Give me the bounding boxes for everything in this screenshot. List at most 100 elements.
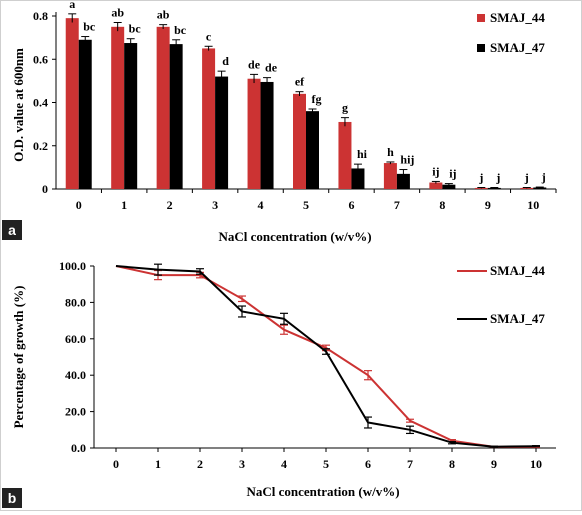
significance-label: d <box>222 54 229 68</box>
panel-b-y-tick-labels: 0.0 20.0 40.0 60.0 80.0 100.0 <box>59 259 86 455</box>
significance-label: bc <box>83 20 96 34</box>
panel-a-x-tick-label: 8 <box>439 198 445 212</box>
bar-smaj47-3 <box>215 76 229 189</box>
panel-a-y-axis-title: O.D. value at 600nm <box>11 48 26 162</box>
significance-label: hi <box>357 147 368 161</box>
panel-b-x-tick-label: 9 <box>491 457 497 471</box>
legend-swatch-smaj47 <box>477 44 485 52</box>
bar-smaj47-7 <box>396 173 410 189</box>
panel-b-y-tick-label: 80.0 <box>65 295 86 309</box>
panel-a-x-tick-label: 10 <box>527 198 539 212</box>
bar-smaj44-5 <box>293 93 306 189</box>
panel-a-y-tick-label: 0.4 <box>33 96 48 110</box>
panel-b-x-tick-label: 7 <box>407 457 413 471</box>
panel-b-y-tick-label: 40.0 <box>65 368 86 382</box>
panel-b-x-tick-label: 2 <box>197 457 203 471</box>
significance-label: g <box>342 101 348 115</box>
significance-label: ef <box>295 75 305 89</box>
significance-label: ab <box>157 8 170 22</box>
panel-a-x-tick-label: 0 <box>76 198 82 212</box>
significance-label: j <box>495 170 500 184</box>
panel-a-x-tick-label: 4 <box>258 198 264 212</box>
panel-b-axes <box>90 265 556 452</box>
bar-smaj44-1 <box>111 26 125 189</box>
bar-smaj47-6 <box>351 168 365 189</box>
panel-a-x-tick-label: 1 <box>121 198 127 212</box>
bar-smaj47-1 <box>124 43 138 189</box>
panel-a-x-tick-label: 3 <box>212 198 218 212</box>
bar-smaj47-0 <box>78 39 92 189</box>
panel-b-x-tick-label: 0 <box>113 457 119 471</box>
significance-label: de <box>248 57 261 71</box>
panel-b-letter: b <box>8 490 17 506</box>
panel-a-x-tick-label: 9 <box>485 198 491 212</box>
panel-b-y-tick-label: 100.0 <box>59 259 86 273</box>
panel-a-letter-badge <box>2 220 22 240</box>
panel-a-bars <box>65 13 547 189</box>
bar-smaj47-8 <box>442 184 456 189</box>
significance-label: fg <box>312 92 322 106</box>
significance-label: bc <box>174 23 187 37</box>
significance-label: j <box>478 170 483 184</box>
panel-a-y-tick-label: 0.6 <box>33 52 48 66</box>
panel-a-y-tick-label: 0.8 <box>33 9 48 23</box>
panel-b-x-tick-labels: 0 1 2 3 4 5 6 7 8 9 10 <box>113 457 542 471</box>
panel-b-line-chart: 0.0 20.0 40.0 60.0 80.0 100.0 0 1 2 3 4 5 6 7 8 9 10 Pe… <box>2 259 556 508</box>
significance-label: ij <box>449 167 456 181</box>
panel-b-y-axis-title: Percentage of growth (%) <box>11 286 26 429</box>
panel-b-legend: SMAJ_44 SMAJ_47 <box>457 263 545 326</box>
panel-a-x-tick-label: 6 <box>348 198 354 212</box>
bar-smaj44-4 <box>247 78 261 189</box>
panel-b-x-tick-label: 6 <box>365 457 371 471</box>
panel-a-y-tick-labels: 0 0.2 0.4 0.6 0.8 <box>33 9 48 196</box>
panel-a-x-axis-title: NaCl concentration (w/v%) <box>218 229 371 244</box>
significance-label: h <box>387 145 394 159</box>
bar-smaj44-0 <box>65 18 79 189</box>
panel-b-y-tick-label: 60.0 <box>65 332 86 346</box>
legend-label-smaj47-b: SMAJ_47 <box>490 311 545 326</box>
bar-smaj47-5 <box>306 111 319 189</box>
panel-b-x-tick-label: 1 <box>155 457 161 471</box>
panel-a-y-tick-label: 0.2 <box>33 139 48 153</box>
panel-b-y-tick-label: 20.0 <box>65 405 86 419</box>
panel-b-x-tick-label: 10 <box>530 457 542 471</box>
bar-smaj44-9 <box>474 187 488 189</box>
bar-smaj44-2 <box>156 26 170 189</box>
legend-label-smaj47: SMAJ_47 <box>490 40 545 55</box>
significance-label: ab <box>111 5 124 19</box>
panel-b-letter-badge <box>2 488 22 508</box>
significance-label: de <box>265 61 278 75</box>
panel-b-x-tick-label: 4 <box>281 457 287 471</box>
significance-label: j <box>541 170 546 184</box>
bar-smaj47-9 <box>487 187 501 189</box>
panel-a-x-tick-label: 2 <box>167 198 173 212</box>
panel-a-x-tick-label: 7 <box>394 198 400 212</box>
significance-label: a <box>69 1 75 11</box>
series-line-smaj47 <box>115 265 537 448</box>
legend-label-smaj44-b: SMAJ_44 <box>490 263 545 278</box>
bar-smaj47-10 <box>533 187 547 189</box>
panel-b-x-tick-label: 3 <box>239 457 245 471</box>
significance-label: hij <box>400 153 414 167</box>
significance-label: c <box>206 29 212 43</box>
panel-b-y-tick-label: 0.0 <box>71 441 86 455</box>
panel-a-x-tick-labels: 0 1 2 3 4 5 6 7 8 9 10 <box>76 198 540 212</box>
bar-smaj47-2 <box>169 44 183 189</box>
significance-label: ij <box>432 164 439 178</box>
panel-a-legend: SMAJ_44 SMAJ_47 <box>477 10 545 55</box>
panel-a-letter: a <box>8 222 16 238</box>
panel-b-x-tick-label: 8 <box>449 457 455 471</box>
panel-b-x-tick-label: 5 <box>323 457 329 471</box>
bar-smaj44-10 <box>520 187 534 189</box>
bar-smaj44-3 <box>202 48 216 189</box>
legend-label-smaj44: SMAJ_44 <box>490 10 545 25</box>
bar-smaj44-7 <box>383 163 397 189</box>
panel-b-lines <box>115 263 540 449</box>
series-line-smaj44 <box>115 265 536 448</box>
significance-label: bc <box>129 22 142 36</box>
legend-swatch-smaj44 <box>477 14 485 22</box>
panel-a-y-tick-label: 0 <box>42 182 48 196</box>
